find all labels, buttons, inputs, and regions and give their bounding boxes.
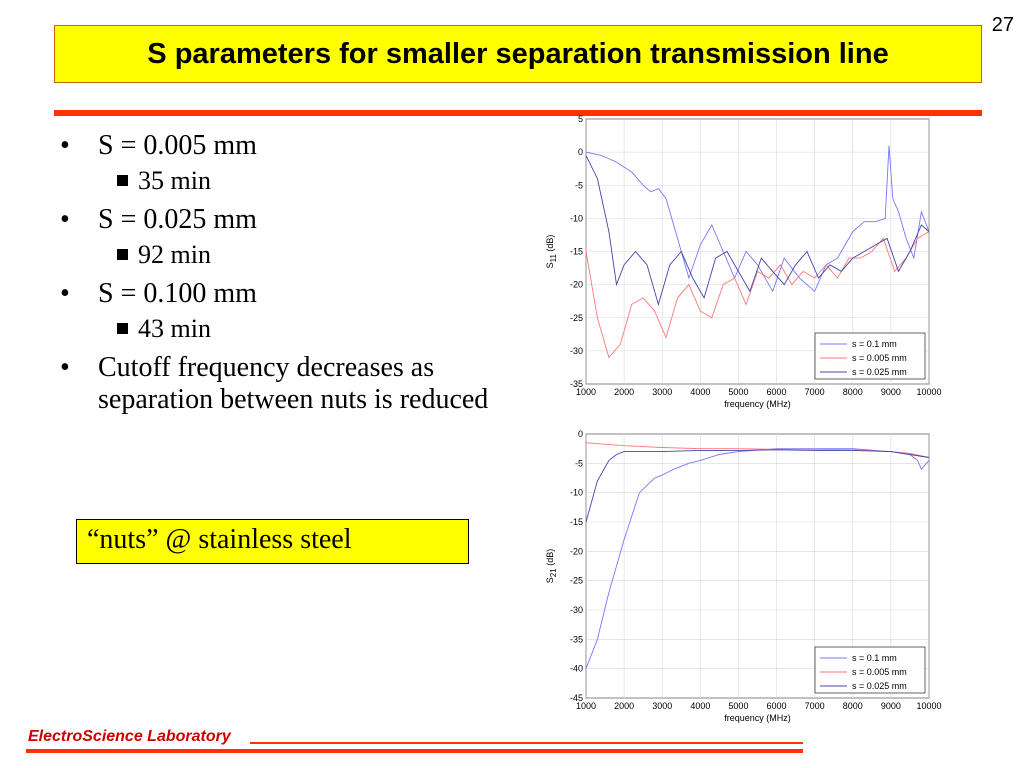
note-box: “nuts” @ stainless steel <box>76 519 469 564</box>
y-axis-label-unit: (dB) <box>545 549 555 569</box>
x-axis-label: frequency (MHz) <box>724 399 791 409</box>
bullet-item: • S = 0.100 mm <box>60 278 530 310</box>
sub-bullet-text: 92 min <box>138 240 211 269</box>
legend-label: s = 0.1 mm <box>852 653 897 663</box>
y-tick-label: -10 <box>570 488 583 498</box>
legend-label: s = 0.005 mm <box>852 353 907 363</box>
bullet-item: • Cutoff frequency decreases as separatio… <box>60 352 530 416</box>
y-tick-label: -35 <box>570 379 583 389</box>
legend-label: s = 0.025 mm <box>852 367 907 377</box>
square-bullet-icon <box>117 323 128 334</box>
x-tick-label: 7000 <box>805 387 825 397</box>
y-axis-label: S11 (dB) <box>545 235 558 269</box>
bullet-text: S = 0.005 mm <box>98 130 257 161</box>
y-tick-label: -40 <box>570 664 583 674</box>
x-tick-label: 1000 <box>576 701 596 711</box>
legend-box <box>814 332 926 380</box>
y-axis-label-main: S <box>545 262 555 268</box>
y-tick-label: -5 <box>575 458 583 468</box>
y-axis-label-unit: (dB) <box>545 235 555 255</box>
sub-bullet-text: 35 min <box>138 166 211 195</box>
y-tick-label: -10 <box>570 213 583 223</box>
slide-title: S parameters for smaller separation tran… <box>147 37 889 70</box>
series-line <box>585 448 930 669</box>
x-tick-label: 10000 <box>916 701 941 711</box>
bullet-item: • S = 0.005 mm <box>60 130 530 162</box>
series-line <box>585 231 930 359</box>
x-axis-label: frequency (MHz) <box>724 713 791 723</box>
bullet-list: • S = 0.005 mm 35 min • S = 0.025 mm 92 mi… <box>60 130 530 420</box>
sub-bullet-item: 35 min <box>60 166 530 196</box>
y-tick-label: -15 <box>570 247 583 257</box>
y-tick-label: -25 <box>570 576 583 586</box>
x-tick-label: 7000 <box>805 701 825 711</box>
title-divider <box>54 110 982 116</box>
y-tick-label: -35 <box>570 634 583 644</box>
y-axis-label-main: S <box>545 577 555 583</box>
sub-bullet-item: 43 min <box>60 314 530 344</box>
y-tick-label: -25 <box>570 313 583 323</box>
x-tick-label: 5000 <box>728 701 748 711</box>
x-tick-label: 10000 <box>916 387 941 397</box>
bullet-text: S = 0.100 mm <box>98 278 257 309</box>
x-tick-label: 6000 <box>767 701 787 711</box>
x-tick-label: 4000 <box>690 387 710 397</box>
bullet-text: Cutoff frequency decreases as separation… <box>98 352 489 415</box>
bullet-item: • S = 0.025 mm <box>60 204 530 236</box>
bullet-text: S = 0.025 mm <box>98 204 257 235</box>
footer-lab-name: ElectroScience Laboratory <box>28 728 231 745</box>
square-bullet-icon <box>117 249 128 260</box>
x-tick-label: 1000 <box>576 387 596 397</box>
x-tick-label: 3000 <box>652 701 672 711</box>
page-number: 27 <box>991 14 1014 36</box>
x-tick-label: 9000 <box>881 701 901 711</box>
y-tick-label: -30 <box>570 605 583 615</box>
y-tick-label: -5 <box>575 180 583 190</box>
plot-area <box>585 433 930 699</box>
legend-box <box>814 646 926 694</box>
y-tick-label: -15 <box>570 517 583 527</box>
y-axis-label-subscript: 21 <box>549 568 558 577</box>
x-tick-label: 2000 <box>614 701 634 711</box>
y-tick-label: 0 <box>578 429 583 439</box>
plot-area <box>585 118 930 385</box>
x-tick-label: 9000 <box>881 387 901 397</box>
bullet-dot-icon: • <box>60 352 70 383</box>
square-bullet-icon <box>117 175 128 186</box>
x-tick-label: 8000 <box>843 387 863 397</box>
title-box: S parameters for smaller separation tran… <box>54 25 982 83</box>
series-line <box>585 449 930 523</box>
x-tick-label: 5000 <box>728 387 748 397</box>
x-tick-label: 6000 <box>767 387 787 397</box>
legend-label: s = 0.1 mm <box>852 339 897 349</box>
x-tick-label: 4000 <box>690 701 710 711</box>
bullet-dot-icon: • <box>60 204 70 235</box>
x-tick-label: 2000 <box>614 387 634 397</box>
series-line <box>585 155 930 307</box>
x-tick-label: 8000 <box>843 701 863 711</box>
y-tick-label: -30 <box>570 346 583 356</box>
bullet-dot-icon: • <box>60 130 70 161</box>
y-tick-label: -45 <box>570 693 583 703</box>
y-axis-label: S21 (dB) <box>545 549 558 583</box>
bullet-dot-icon: • <box>60 278 70 309</box>
series-line <box>585 145 930 293</box>
footer-divider-bottom <box>26 749 803 753</box>
legend-label: s = 0.005 mm <box>852 667 907 677</box>
y-tick-label: 0 <box>578 147 583 157</box>
series-line <box>585 442 930 458</box>
y-tick-label: -20 <box>570 546 583 556</box>
y-axis-label-subscript: 11 <box>549 254 558 263</box>
footer-divider <box>250 742 803 744</box>
sub-bullet-text: 43 min <box>138 314 211 343</box>
legend-label: s = 0.025 mm <box>852 681 907 691</box>
sub-bullet-item: 92 min <box>60 240 530 270</box>
x-tick-label: 3000 <box>652 387 672 397</box>
y-tick-label: -20 <box>570 280 583 290</box>
